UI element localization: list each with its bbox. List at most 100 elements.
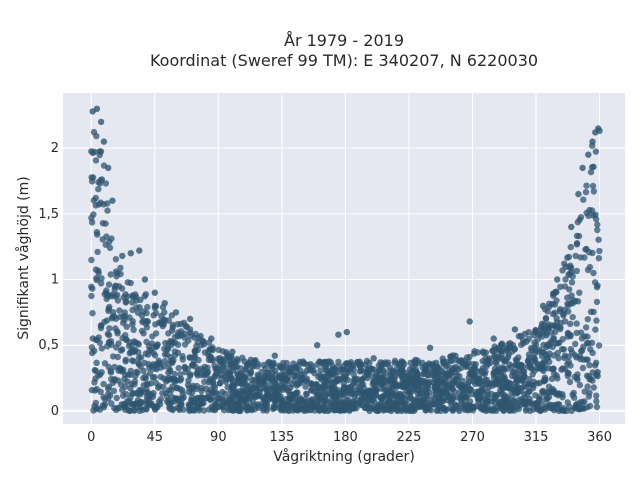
scatter-point [109,291,116,298]
scatter-point [157,373,164,381]
scatter-point [151,302,159,309]
scatter-point [102,241,110,248]
scatter-point [372,391,379,398]
scatter-point [466,398,474,405]
scatter-point [270,402,278,410]
scatter-point [583,245,590,253]
scatter-point [113,394,120,402]
scatter-point [576,381,584,389]
scatter-point [103,233,110,240]
scatter-point [110,353,117,360]
scatter-point [478,386,485,393]
scatter-point [546,350,553,357]
scatter-point [299,405,307,412]
scatter-points [88,105,603,415]
scatter-point [142,405,150,413]
scatter-point [539,387,547,395]
scatter-point [489,347,496,354]
scatter-point [476,379,484,387]
scatter-point [512,379,519,386]
scatter-point [247,369,254,376]
scatter-point [541,374,549,381]
scatter-point [88,283,95,290]
scatter-point [153,343,160,351]
scatter-point [293,365,300,372]
scatter-point [555,355,562,362]
scatter-point [263,405,270,412]
scatter-point [327,372,335,379]
scatter-point [97,118,105,126]
scatter-point [236,388,243,395]
scatter-point [465,387,473,395]
scatter-point [119,346,126,353]
scatter-point [366,359,373,367]
scatter-point [573,374,581,381]
scatter-point [302,383,309,390]
scatter-point [500,357,508,364]
scatter-point [168,399,175,406]
scatter-point [439,404,447,411]
scatter-point [307,361,314,368]
scatter-point [161,363,168,370]
scatter-point [549,310,557,318]
scatter-point [96,151,103,159]
scatter-point [152,330,160,337]
scatter-point [314,402,321,409]
scatter-point [449,352,457,359]
scatter-point [593,392,600,399]
scatter-point [294,406,301,413]
scatter-point [422,379,429,387]
scatter-point [135,354,143,361]
scatter-point [171,377,178,384]
scatter-point [495,353,502,361]
scatter-point [459,377,466,385]
scatter-point [564,294,571,301]
scatter-point [130,348,137,356]
scatter-point [433,383,440,390]
scatter-point [561,318,569,325]
scatter-point [575,190,582,198]
scatter-point [179,353,186,360]
scatter-point [161,300,168,307]
scatter-point [409,407,416,415]
scatter-point [536,396,543,403]
scatter-point [532,392,539,399]
scatter-point [375,402,382,410]
scatter-point [94,405,101,412]
scatter-point [531,400,538,407]
scatter-point [134,369,141,376]
scatter-point [434,369,441,376]
scatter-point [251,402,258,409]
scatter-point [261,380,268,388]
scatter-point [92,202,100,209]
scatter-point [181,364,189,371]
scatter-point [490,335,497,342]
scatter-point [252,384,260,392]
scatter-point [143,338,150,345]
scatter-point [590,188,597,195]
scatter-point [101,395,109,403]
scatter-point [151,289,158,296]
scatter-point [465,378,473,385]
scatter-point [134,309,142,316]
scatter-point [411,359,418,367]
scatter-point [584,383,591,390]
scatter-point [120,294,127,301]
scatter-point [504,379,511,386]
scatter-point [505,351,512,358]
scatter-point [115,340,122,347]
scatter-point [345,367,352,375]
scatter-point [464,405,471,412]
scatter-point [565,370,572,377]
scatter-point [206,377,213,384]
scatter-point [545,365,552,372]
scatter-point [573,405,581,412]
scatter-point [171,370,178,378]
scatter-point [391,375,398,382]
scatter-point [581,254,588,261]
scatter-point [91,387,99,394]
scatter-point [106,303,113,311]
scatter-point [191,407,198,414]
scatter-point [572,252,579,260]
scatter-point [88,256,95,264]
